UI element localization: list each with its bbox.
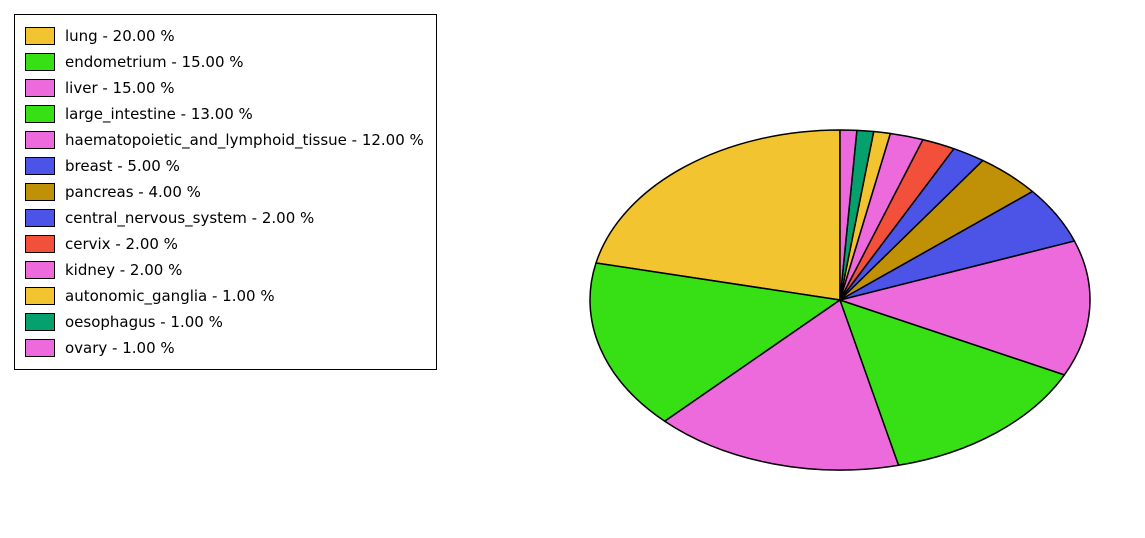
chart-container: lung - 20.00 % endometrium - 15.00 % liver… xyxy=(0,0,1145,538)
legend-item: haematopoietic_and_lymphoid_tissue - 12.… xyxy=(25,127,424,153)
legend-label: endometrium - 15.00 % xyxy=(65,53,244,71)
pie-svg xyxy=(586,126,1094,474)
legend-swatch xyxy=(25,287,55,305)
legend-label: central_nervous_system - 2.00 % xyxy=(65,209,314,227)
legend-label: liver - 15.00 % xyxy=(65,79,175,97)
legend: lung - 20.00 % endometrium - 15.00 % liver… xyxy=(14,14,437,370)
legend-swatch xyxy=(25,53,55,71)
legend-swatch xyxy=(25,183,55,201)
legend-label: kidney - 2.00 % xyxy=(65,261,182,279)
legend-label: breast - 5.00 % xyxy=(65,157,180,175)
legend-item: breast - 5.00 % xyxy=(25,153,424,179)
legend-swatch xyxy=(25,209,55,227)
legend-swatch xyxy=(25,105,55,123)
legend-item: ovary - 1.00 % xyxy=(25,335,424,361)
legend-label: large_intestine - 13.00 % xyxy=(65,105,253,123)
legend-label: autonomic_ganglia - 1.00 % xyxy=(65,287,275,305)
legend-swatch xyxy=(25,235,55,253)
legend-item: lung - 20.00 % xyxy=(25,23,424,49)
legend-label: haematopoietic_and_lymphoid_tissue - 12.… xyxy=(65,131,424,149)
legend-item: liver - 15.00 % xyxy=(25,75,424,101)
legend-label: lung - 20.00 % xyxy=(65,27,175,45)
legend-swatch xyxy=(25,339,55,357)
legend-label: cervix - 2.00 % xyxy=(65,235,178,253)
legend-item: autonomic_ganglia - 1.00 % xyxy=(25,283,424,309)
legend-label: oesophagus - 1.00 % xyxy=(65,313,223,331)
legend-swatch xyxy=(25,27,55,45)
pie-chart xyxy=(586,126,1094,478)
legend-item: central_nervous_system - 2.00 % xyxy=(25,205,424,231)
legend-item: large_intestine - 13.00 % xyxy=(25,101,424,127)
legend-item: pancreas - 4.00 % xyxy=(25,179,424,205)
legend-item: kidney - 2.00 % xyxy=(25,257,424,283)
legend-item: cervix - 2.00 % xyxy=(25,231,424,257)
legend-item: endometrium - 15.00 % xyxy=(25,49,424,75)
legend-swatch xyxy=(25,131,55,149)
legend-item: oesophagus - 1.00 % xyxy=(25,309,424,335)
legend-label: pancreas - 4.00 % xyxy=(65,183,201,201)
legend-swatch xyxy=(25,157,55,175)
legend-swatch xyxy=(25,313,55,331)
legend-swatch xyxy=(25,261,55,279)
legend-swatch xyxy=(25,79,55,97)
legend-label: ovary - 1.00 % xyxy=(65,339,175,357)
